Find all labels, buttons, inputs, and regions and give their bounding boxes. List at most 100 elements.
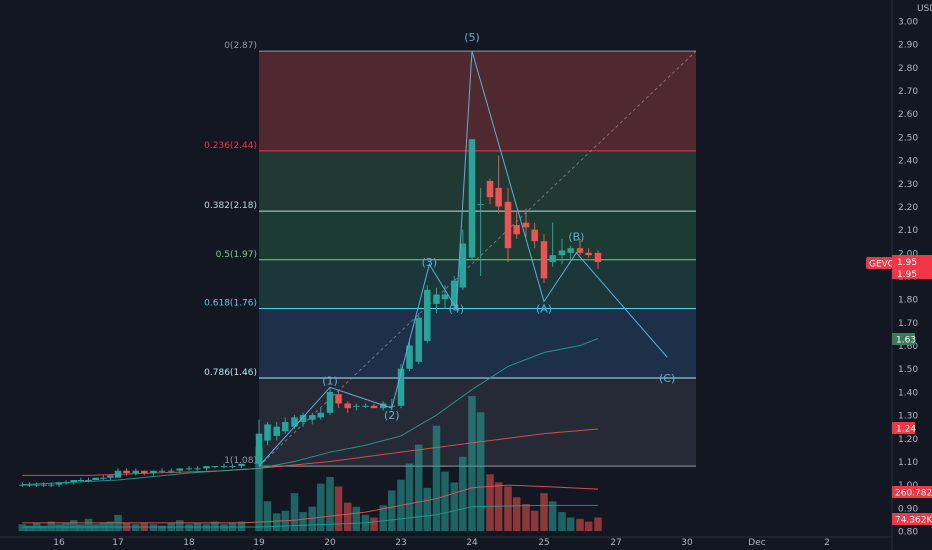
- volume-bar: [211, 521, 219, 531]
- candle: [176, 468, 184, 474]
- volume-bar: [255, 447, 263, 531]
- candle: [132, 468, 139, 476]
- candle: [513, 211, 520, 239]
- price-tick-label: 1.30: [898, 412, 918, 422]
- candle: [19, 482, 26, 487]
- fib-trend-line[interactable]: [258, 50, 697, 467]
- candle-body: [185, 468, 193, 470]
- symbol-price-tag[interactable]: GEVO: [866, 257, 895, 270]
- candle: [92, 477, 99, 480]
- candle-body: [576, 248, 584, 253]
- candle-body: [594, 252, 602, 263]
- volume-bar: [18, 524, 27, 531]
- candle: [100, 475, 107, 480]
- price-tick-label: 1.20: [898, 435, 918, 445]
- candle-body: [158, 470, 166, 472]
- volume-bar: [504, 486, 512, 531]
- volume-bar: [55, 524, 63, 531]
- candle: [168, 468, 175, 474]
- candle-body: [353, 405, 360, 407]
- candle: [70, 480, 77, 485]
- volume-bar: [415, 444, 423, 531]
- volume-bar: [202, 524, 211, 531]
- volume-bar: [370, 517, 378, 531]
- volume-bar: [558, 512, 566, 531]
- date-tick-label: 24: [466, 538, 478, 548]
- volume-bar: [405, 463, 414, 531]
- candle-body: [77, 480, 85, 481]
- volume-tag-2: [892, 513, 932, 525]
- candle: [299, 412, 307, 427]
- candle: [370, 403, 378, 409]
- volume-value-2: 74.362K: [895, 516, 932, 526]
- candle: [238, 463, 245, 469]
- candle: [229, 463, 236, 469]
- fib-level-label: 0(2.87): [224, 41, 257, 51]
- volume-ma-line: [22, 484, 599, 524]
- elliott-wave-drawing[interactable]: (1) (2) (3) (4) (5) (A) (B) (C): [258, 31, 675, 467]
- candle-body: [495, 187, 502, 207]
- volume-bar: [39, 525, 48, 531]
- candle: [220, 463, 228, 469]
- candle: [335, 389, 342, 409]
- wave-label[interactable]: (4): [449, 302, 465, 315]
- candle: [40, 482, 47, 487]
- candle: [77, 477, 85, 483]
- volume-bar: [388, 490, 396, 531]
- candle: [585, 248, 592, 258]
- volume-bar: [441, 471, 449, 531]
- ma-slow-line: [22, 428, 599, 476]
- candle-body: [92, 477, 99, 480]
- candle-body: [459, 243, 467, 288]
- candle: [397, 364, 405, 409]
- candle-body: [141, 470, 148, 474]
- candle-body: [513, 225, 520, 235]
- candle-body: [229, 466, 236, 468]
- volume-bar: [263, 501, 272, 531]
- fib-level-label: 0.618(1.76): [204, 298, 257, 308]
- candle-body: [397, 368, 405, 406]
- volume-bar: [273, 513, 281, 531]
- candle-body: [335, 394, 342, 404]
- volume-bar: [149, 524, 158, 531]
- wave-label[interactable]: (C): [659, 372, 675, 385]
- wave-label[interactable]: (2): [384, 409, 400, 422]
- date-tick-label: 2: [824, 538, 830, 548]
- candle-body: [255, 433, 263, 464]
- volume-bar: [317, 483, 325, 531]
- candle: [468, 139, 476, 260]
- candle-body: [114, 470, 122, 478]
- time-axis[interactable]: 16 17 18 19 20 23 24 25 27 30 Dec 2: [53, 538, 830, 548]
- date-tick-label: Dec: [748, 538, 765, 548]
- volume-bar: [450, 482, 458, 531]
- candle: [415, 313, 422, 365]
- candlestick-series: [19, 139, 602, 487]
- candle-body: [40, 484, 47, 486]
- price-tick-label: 2.90: [898, 41, 918, 51]
- volume-ma2-line: [22, 504, 598, 528]
- last-price-value: 1.95: [897, 258, 917, 268]
- volume-bar: [237, 521, 246, 531]
- elliott-wave-path[interactable]: [258, 50, 668, 467]
- wave-label[interactable]: (1): [322, 374, 338, 387]
- candle: [123, 468, 130, 476]
- volume-bar: [290, 493, 299, 531]
- volume-bar: [70, 520, 78, 531]
- wave-label[interactable]: (3): [422, 256, 438, 269]
- volume-bar: [530, 510, 539, 531]
- candle-body: [344, 403, 351, 409]
- wave-label[interactable]: (B): [568, 231, 584, 244]
- fib-zone: [259, 211, 696, 260]
- price-tick-label: 2.10: [898, 226, 918, 236]
- date-tick-label: 19: [253, 538, 265, 548]
- wave-label[interactable]: (5): [464, 31, 480, 44]
- candle-body: [85, 480, 92, 481]
- price-tick-label: 1.60: [898, 342, 918, 352]
- fibonacci-retracement[interactable]: 0(2.87) 0.236(2.44) 0.382(2.18) 0.5(1.97) 0.…: [204, 41, 697, 467]
- volume-bar: [158, 525, 166, 531]
- candle: [309, 412, 316, 425]
- candle: [522, 208, 530, 237]
- candle: [477, 187, 484, 276]
- wave-label[interactable]: (A): [536, 302, 552, 315]
